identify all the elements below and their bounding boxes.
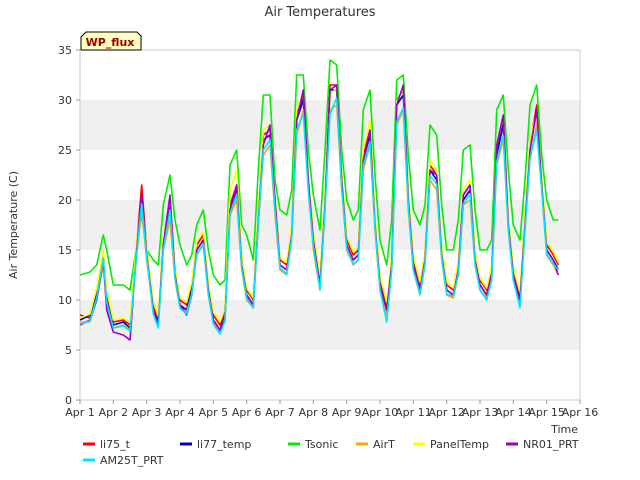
legend-label: li77_temp	[197, 438, 251, 451]
series-lines	[79, 59, 560, 341]
y-tick-label: 30	[58, 94, 72, 107]
y-tick-label: 35	[58, 44, 72, 57]
x-tick-label: Apr 11	[395, 406, 432, 419]
grid-band	[80, 300, 580, 350]
badge-box	[80, 31, 142, 51]
legend-item: li77_temp	[180, 438, 251, 451]
legend-item: Tsonic	[288, 438, 338, 451]
x-tick-label: Apr 4	[165, 406, 195, 419]
x-tick-label: Apr 5	[199, 406, 229, 419]
x-tick-label: Apr 6	[232, 406, 262, 419]
chart-title: Air Temperatures	[264, 5, 375, 20]
legend-item: AirT	[356, 438, 395, 451]
legend-label: PanelTemp	[430, 438, 489, 451]
x-tick-label: Apr 1	[65, 406, 95, 419]
y-tick-label: 5	[65, 344, 72, 357]
x-tick-label: Apr 13	[462, 406, 499, 419]
y-axis-label: Air Temperature (C)	[7, 171, 20, 279]
y-tick-label: 20	[58, 194, 72, 207]
x-tick-label: Apr 15	[528, 406, 565, 419]
legend-label: li75_t	[100, 438, 131, 451]
y-axis-ticks: 0 5 10 15 20 25 30 35	[58, 44, 80, 407]
legend-item: li75_t	[83, 438, 131, 451]
x-tick-label: Apr 8	[299, 406, 329, 419]
y-tick-label: 10	[58, 294, 72, 307]
legend-item: AM25T_PRT	[83, 454, 164, 467]
y-tick-label: 15	[58, 244, 72, 257]
series-line-AM25T_PRT	[79, 97, 559, 335]
wp-flux-badge: WP_flux	[80, 31, 142, 51]
x-axis-label: Time	[550, 423, 578, 436]
grid-band	[80, 200, 580, 250]
legend-item: PanelTemp	[413, 438, 489, 451]
x-tick-label: Apr 7	[265, 406, 295, 419]
legend-label: NR01_PRT	[523, 438, 579, 451]
legend-label: AirT	[373, 438, 395, 451]
legend-label: AM25T_PRT	[100, 454, 164, 467]
legend-item: NR01_PRT	[506, 438, 579, 451]
x-tick-label: Apr 9	[332, 406, 362, 419]
series-line-Tsonic	[79, 59, 559, 291]
x-tick-label: Apr 14	[495, 406, 532, 419]
grid-band	[80, 350, 580, 400]
x-axis-ticks: Apr 1 Apr 2 Apr 3 Apr 4 Apr 5 Apr 6 Apr 7 Apr 8…	[65, 400, 598, 419]
x-tick-label: Apr 2	[99, 406, 129, 419]
badge-label: WP_flux	[86, 36, 135, 49]
x-tick-label: Apr 10	[362, 406, 399, 419]
legend: li75_t li77_temp Tsonic AirT PanelTemp NR01_P…	[83, 438, 579, 467]
x-tick-label: Apr 16	[562, 406, 599, 419]
y-tick-label: 0	[65, 394, 72, 407]
x-tick-label: Apr 12	[428, 406, 465, 419]
legend-label: Tsonic	[304, 438, 338, 451]
grid-band	[80, 250, 580, 300]
x-tick-label: Apr 3	[132, 406, 162, 419]
plot-frame	[79, 49, 581, 401]
y-tick-label: 25	[58, 144, 72, 157]
